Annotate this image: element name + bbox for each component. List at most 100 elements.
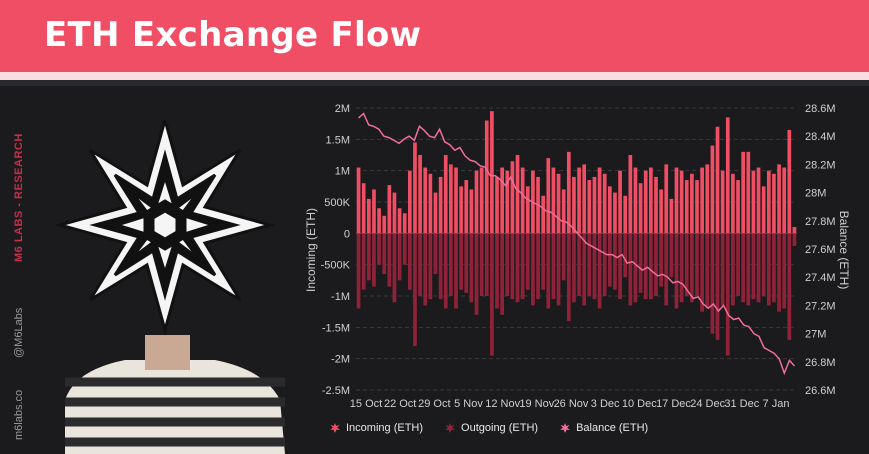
x-tick-label: 19 Nov bbox=[519, 398, 554, 410]
outgoing-bar bbox=[510, 233, 515, 300]
outgoing-bar bbox=[433, 233, 438, 275]
incoming-bar bbox=[505, 170, 510, 234]
outgoing-bar bbox=[756, 233, 761, 303]
legend-outgoing[interactable]: Outgoing (ETH) bbox=[445, 422, 538, 434]
incoming-bar bbox=[387, 185, 392, 234]
outgoing-bar bbox=[428, 233, 433, 300]
incoming-bar bbox=[428, 173, 433, 234]
x-tick-label: 17 Dec bbox=[656, 398, 691, 410]
outgoing-bar bbox=[690, 233, 694, 303]
outgoing-bar bbox=[561, 233, 566, 281]
outgoing-bar bbox=[515, 233, 520, 303]
incoming-bar bbox=[397, 208, 402, 234]
incoming-bar bbox=[515, 155, 520, 234]
y2-tick-label: 27.2M bbox=[805, 300, 836, 312]
x-tick-label: 26 Nov bbox=[554, 398, 589, 410]
outgoing-bar bbox=[772, 233, 776, 303]
y2-tick-label: 26.6M bbox=[805, 385, 836, 397]
incoming-bars bbox=[356, 111, 797, 234]
incoming-bar bbox=[382, 215, 387, 234]
incoming-marker-icon bbox=[330, 423, 340, 433]
y2-axis-label: Balance (ETH) bbox=[837, 211, 851, 290]
outgoing-bar bbox=[387, 233, 392, 287]
legend-balance-label: Balance (ETH) bbox=[576, 422, 649, 434]
outgoing-bar bbox=[720, 233, 725, 306]
outgoing-bar bbox=[787, 233, 792, 340]
outgoing-bar bbox=[777, 233, 781, 312]
incoming-bar bbox=[572, 176, 576, 234]
incoming-bar bbox=[674, 167, 679, 234]
incoming-bar bbox=[377, 208, 381, 234]
outgoing-bar bbox=[449, 233, 453, 296]
outgoing-bar bbox=[541, 233, 546, 290]
incoming-bar bbox=[618, 170, 622, 234]
incoming-bar bbox=[638, 183, 643, 234]
incoming-bar bbox=[556, 173, 561, 234]
outgoing-bar bbox=[454, 233, 458, 309]
x-tick-label: 24 Dec bbox=[690, 398, 725, 410]
y-axis-label: Incoming (ETH) bbox=[304, 208, 318, 292]
y-tick-label: -2.5M bbox=[322, 385, 350, 397]
header-divider bbox=[0, 80, 869, 86]
y-tick-label: 500K bbox=[324, 197, 350, 209]
incoming-bar bbox=[438, 176, 443, 234]
incoming-bar bbox=[495, 176, 499, 234]
incoming-bar bbox=[520, 167, 525, 234]
incoming-bar bbox=[751, 170, 756, 234]
outgoing-bar bbox=[613, 233, 617, 290]
incoming-bar bbox=[443, 155, 448, 234]
legend-balance[interactable]: Balance (ETH) bbox=[560, 422, 648, 434]
incoming-bar bbox=[623, 195, 628, 234]
y2-tick-label: 28.2M bbox=[805, 159, 836, 171]
incoming-bar bbox=[792, 227, 797, 234]
outgoing-bar bbox=[643, 233, 648, 300]
incoming-bar bbox=[551, 167, 556, 234]
y2-tick-label: 28.6M bbox=[805, 103, 836, 115]
outgoing-bar bbox=[397, 233, 402, 281]
incoming-bar bbox=[649, 167, 653, 234]
incoming-bar bbox=[366, 198, 371, 234]
incoming-bar bbox=[633, 167, 638, 234]
outgoing-bar bbox=[361, 233, 366, 290]
outgoing-bar bbox=[684, 233, 689, 296]
chart-grid bbox=[356, 107, 797, 391]
outgoing-bar bbox=[572, 233, 576, 303]
x-tick-label: 3 Dec bbox=[591, 398, 620, 410]
outgoing-bar bbox=[377, 233, 381, 265]
legend-incoming[interactable]: Incoming (ETH) bbox=[330, 422, 423, 434]
incoming-bar bbox=[659, 189, 663, 234]
outgoing-bar bbox=[751, 233, 756, 300]
y2-tick-label: 27M bbox=[805, 329, 826, 341]
x-tick-label: 29 Oct bbox=[418, 398, 450, 410]
incoming-bar bbox=[715, 126, 720, 234]
incoming-bar bbox=[679, 170, 684, 234]
outgoing-bar bbox=[525, 233, 530, 290]
incoming-bar bbox=[479, 167, 484, 234]
incoming-bar bbox=[777, 164, 781, 234]
y2-axis-ticks: 28.6M 28.4M 28.2M 28M 27.8M 27.6M 27.4M 27.2M 27… bbox=[805, 103, 836, 397]
outgoing-bar bbox=[649, 233, 653, 300]
outgoing-bar bbox=[761, 233, 766, 296]
outgoing-bar bbox=[407, 233, 412, 290]
incoming-bar bbox=[684, 180, 689, 234]
incoming-bar bbox=[361, 183, 366, 234]
outgoing-bar bbox=[392, 233, 397, 303]
incoming-bar bbox=[525, 186, 530, 234]
legend-incoming-label: Incoming (ETH) bbox=[346, 422, 424, 434]
outgoing-bar bbox=[356, 233, 361, 309]
outgoing-bar bbox=[423, 233, 428, 306]
outgoing-bar bbox=[628, 233, 633, 306]
x-tick-label: 22 Oct bbox=[384, 398, 416, 410]
y-tick-label: 1M bbox=[335, 166, 350, 178]
outgoing-bar bbox=[669, 233, 674, 278]
outgoing-bar bbox=[546, 233, 551, 309]
outgoing-bar bbox=[597, 233, 602, 309]
portrait-image bbox=[35, 120, 305, 454]
outgoing-bar bbox=[438, 233, 443, 300]
header-banner: ETH Exchange Flow bbox=[0, 0, 869, 72]
incoming-bar bbox=[402, 213, 407, 234]
outgoing-bar bbox=[659, 233, 663, 287]
outgoing-bar bbox=[479, 233, 484, 296]
incoming-bar bbox=[602, 173, 607, 234]
